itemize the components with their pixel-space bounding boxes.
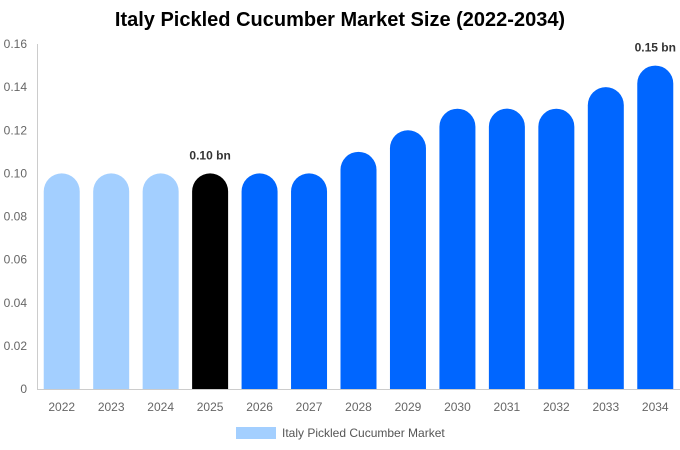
bar-2028 — [340, 151, 377, 389]
chart-title: Italy Pickled Cucumber Market Size (2022… — [114, 9, 566, 31]
y-tick-label: 0 — [20, 382, 27, 396]
x-tick-label: 2025 — [197, 400, 224, 414]
y-tick-label: 0.02 — [4, 339, 28, 353]
data-label: 0.10 bn — [189, 148, 230, 162]
x-tick-label: 2028 — [345, 400, 372, 414]
bar-2032 — [538, 108, 575, 389]
legend-label: Italy Pickled Cucumber Market — [282, 426, 445, 440]
x-tick-label: 2029 — [395, 400, 422, 414]
x-tick-label: 2032 — [543, 400, 570, 414]
bar-2025 — [192, 173, 229, 389]
y-tick-label: 0.16 — [4, 37, 28, 51]
bar-2026 — [241, 173, 278, 389]
bar-2031 — [488, 108, 525, 389]
legend: Italy Pickled Cucumber Market — [236, 426, 445, 440]
x-tick-label: 2034 — [642, 400, 669, 414]
bar-2022 — [43, 173, 80, 389]
y-tick-label: 0.10 — [4, 166, 28, 180]
x-tick-label: 2031 — [494, 400, 521, 414]
bars — [43, 65, 674, 390]
data-labels: 0.10 bn 0.15 bn — [189, 41, 676, 163]
x-tick-label: 2023 — [98, 400, 125, 414]
y-tick-label: 0.06 — [4, 253, 28, 267]
bar-2030 — [439, 108, 476, 389]
y-tick-label: 0.14 — [4, 80, 28, 94]
y-axis-ticks: 0 0.02 0.04 0.06 0.08 0.10 0.12 0.14 0.16 — [4, 37, 28, 396]
x-tick-label: 2026 — [246, 400, 273, 414]
bar-2034 — [637, 65, 674, 389]
bar-2027 — [291, 173, 328, 389]
bar-2033 — [587, 87, 624, 389]
x-tick-label: 2022 — [48, 400, 75, 414]
x-tick-label: 2033 — [592, 400, 619, 414]
data-label: 0.15 bn — [635, 41, 676, 55]
x-tick-label: 2030 — [444, 400, 471, 414]
bar-2029 — [389, 130, 426, 390]
x-tick-label: 2027 — [296, 400, 323, 414]
y-tick-label: 0.08 — [4, 210, 28, 224]
y-tick-label: 0.12 — [4, 123, 28, 137]
bar-2023 — [93, 173, 130, 389]
x-tick-label: 2024 — [147, 400, 174, 414]
bar-2024 — [142, 173, 179, 389]
y-tick-label: 0.04 — [4, 296, 28, 310]
legend-swatch — [236, 427, 276, 439]
x-axis-ticks: 2022 2023 2024 2025 2026 2027 2028 2029 2030 2031… — [48, 400, 669, 414]
